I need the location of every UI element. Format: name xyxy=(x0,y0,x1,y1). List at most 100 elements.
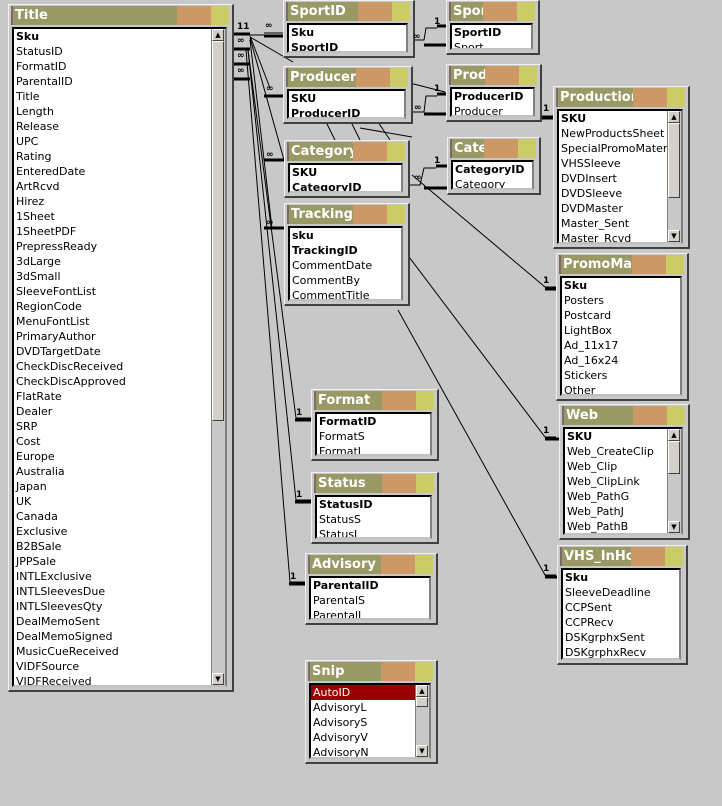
field-item[interactable]: Length xyxy=(16,105,54,118)
field-item[interactable]: MusicCueReceived xyxy=(16,645,119,658)
relationship-line[interactable] xyxy=(247,49,311,419)
scroll-down-arrow-icon[interactable]: ▼ xyxy=(212,673,224,685)
field-item[interactable]: SKU xyxy=(291,92,317,105)
table-title-bar[interactable]: Snip xyxy=(308,662,433,681)
field-item[interactable]: Sku xyxy=(291,26,315,39)
table-title-bar[interactable]: Tracking xyxy=(287,205,405,224)
vertical-scrollbar[interactable]: ▲ ▼ xyxy=(211,29,225,685)
field-item[interactable]: StatusID xyxy=(319,498,373,511)
relationship-line[interactable] xyxy=(249,35,271,89)
field-list[interactable]: sku TrackingID CommentDate CommentBy Comment… xyxy=(288,226,403,301)
field-item[interactable]: PrimaryAuthor xyxy=(16,330,96,343)
table-title-bar[interactable]: Sport xyxy=(449,2,535,21)
scroll-down-arrow-icon[interactable]: ▼ xyxy=(668,521,680,533)
relationship-line[interactable] xyxy=(399,244,556,438)
field-item[interactable]: UK xyxy=(16,495,32,508)
table-title-bar[interactable]: VHS_InHouse xyxy=(560,547,683,566)
field-item[interactable]: INTLSleevesQty xyxy=(16,600,103,613)
field-item[interactable]: Web_PathG xyxy=(567,490,630,503)
field-item[interactable]: DSKgrphxRecv xyxy=(565,646,647,659)
field-item[interactable]: INTLSleevesDue xyxy=(16,585,106,598)
table-producerid[interactable]: ProducerID SKU ProducerID xyxy=(283,66,413,124)
field-item[interactable]: Sku xyxy=(564,279,588,292)
table-sport[interactable]: Sport SportID Sport xyxy=(446,0,540,55)
scroll-thumb[interactable] xyxy=(668,441,680,474)
field-item[interactable]: FormatL xyxy=(319,445,364,456)
field-item[interactable]: NewProductsSheet xyxy=(561,127,665,140)
field-list[interactable]: Sku SleeveDeadline CCPSent CCPRecv DSKgrphxS… xyxy=(561,568,681,660)
field-item[interactable]: DVDInsert xyxy=(561,172,617,185)
field-list[interactable]: Sku Posters Postcard LightBox Ad_11x17 Ad_16x… xyxy=(560,276,682,396)
field-item[interactable]: Ad_16x24 xyxy=(564,354,619,367)
vertical-scrollbar[interactable]: ▲ ▼ xyxy=(415,685,429,757)
table-format[interactable]: Format FormatID FormatS FormatL xyxy=(311,389,439,461)
field-item[interactable]: Ad_11x17 xyxy=(564,339,619,352)
field-item[interactable]: Exclusive xyxy=(16,525,68,538)
scroll-thumb[interactable] xyxy=(416,697,428,707)
field-item[interactable]: Web_PathJ xyxy=(567,505,624,518)
table-web[interactable]: Web SKU Web_CreateClip Web_Clip Web_ClipLink… xyxy=(559,404,690,540)
relationship-line[interactable] xyxy=(247,49,311,501)
field-item[interactable]: ProducerID xyxy=(291,107,361,119)
field-item[interactable]: SKU xyxy=(567,430,593,443)
field-item[interactable]: Web_CreateClip xyxy=(567,445,654,458)
field-item[interactable]: Sport xyxy=(454,41,484,50)
table-title-bar[interactable]: Web xyxy=(562,406,685,425)
field-item[interactable]: SRP xyxy=(16,420,38,433)
field-item[interactable]: AdvisoryL xyxy=(313,701,367,714)
field-item[interactable]: Hirez xyxy=(16,195,45,208)
field-item[interactable]: TrackingID xyxy=(292,244,358,257)
field-item[interactable]: FlatRate xyxy=(16,390,62,403)
table-production[interactable]: Production SKU NewProductsSheet SpecialProm… xyxy=(553,86,690,249)
table-title-bar[interactable]: Title xyxy=(11,6,229,25)
field-item[interactable]: CategoryID xyxy=(455,163,525,176)
field-item[interactable]: AdvisoryS xyxy=(313,716,368,729)
field-item[interactable]: CCPRecv xyxy=(565,616,614,629)
table-title-bar[interactable]: ProducerID xyxy=(286,68,408,87)
field-item[interactable]: CommentTitle xyxy=(292,289,370,301)
scroll-down-arrow-icon[interactable]: ▼ xyxy=(668,230,680,242)
field-item[interactable]: 3dSmall xyxy=(16,270,61,283)
table-category[interactable]: Category CategoryID Category xyxy=(447,137,541,195)
relationship-line[interactable] xyxy=(411,174,556,288)
field-item[interactable]: RegionCode xyxy=(16,300,82,313)
field-item[interactable]: Dealer xyxy=(16,405,53,418)
field-item[interactable]: StatusID xyxy=(16,45,63,58)
field-item[interactable]: CommentDate xyxy=(292,259,373,272)
table-categoryid[interactable]: CategoryID SKU CategoryID xyxy=(284,140,410,198)
field-item[interactable]: MenuFontList xyxy=(16,315,90,328)
field-item[interactable]: DVDSleeve xyxy=(561,187,623,200)
field-item[interactable]: VIDFReceived xyxy=(16,675,92,687)
table-title-bar[interactable]: Status xyxy=(314,474,434,493)
field-item[interactable]: Master_Sent xyxy=(561,217,630,230)
relationship-line[interactable] xyxy=(245,49,305,583)
field-item[interactable]: SleeveDeadline xyxy=(565,586,651,599)
field-item[interactable]: CCPSent xyxy=(565,601,613,614)
field-item[interactable]: AdvisoryV xyxy=(313,731,368,744)
field-list[interactable]: SKU NewProductsSheet SpecialPromoMaterials… xyxy=(557,109,683,244)
table-tracking[interactable]: Tracking sku TrackingID CommentDate CommentB… xyxy=(284,203,410,306)
table-advisory[interactable]: Advisory ParentalID ParentalS ParentalL xyxy=(305,553,438,625)
field-item[interactable]: Other xyxy=(564,384,596,396)
field-item[interactable]: Australia xyxy=(16,465,65,478)
field-item[interactable]: Sku xyxy=(565,571,589,584)
table-status[interactable]: Status StatusID StatusS StatusL xyxy=(311,472,439,544)
field-item[interactable]: DVDTargetDate xyxy=(16,345,101,358)
field-item[interactable]: SpecialPromoMaterials xyxy=(561,142,683,155)
table-title-bar[interactable]: Format xyxy=(314,391,434,410)
field-item[interactable]: Cost xyxy=(16,435,41,448)
field-item[interactable]: AdvisoryN xyxy=(313,746,369,759)
field-item[interactable]: Stickers xyxy=(564,369,608,382)
field-list[interactable]: FormatID FormatS FormatL xyxy=(315,412,432,456)
field-item[interactable]: Web_ClipLink xyxy=(567,475,640,488)
field-item[interactable]: DVDMaster xyxy=(561,202,623,215)
field-item[interactable]: Web_PathB xyxy=(567,520,629,533)
field-list[interactable]: Sku StatusID FormatID ParentalID Title Length… xyxy=(12,27,227,687)
field-item[interactable]: 1SheetPDF xyxy=(16,225,77,238)
vertical-scrollbar[interactable]: ▲ ▼ xyxy=(667,429,681,533)
field-item[interactable]: Posters xyxy=(564,294,605,307)
vertical-scrollbar[interactable]: ▲ ▼ xyxy=(667,111,681,242)
field-item[interactable]: 3dLarge xyxy=(16,255,61,268)
field-item[interactable]: DealMemoSigned xyxy=(16,630,113,643)
field-item[interactable]: ArtRcvd xyxy=(16,180,60,193)
